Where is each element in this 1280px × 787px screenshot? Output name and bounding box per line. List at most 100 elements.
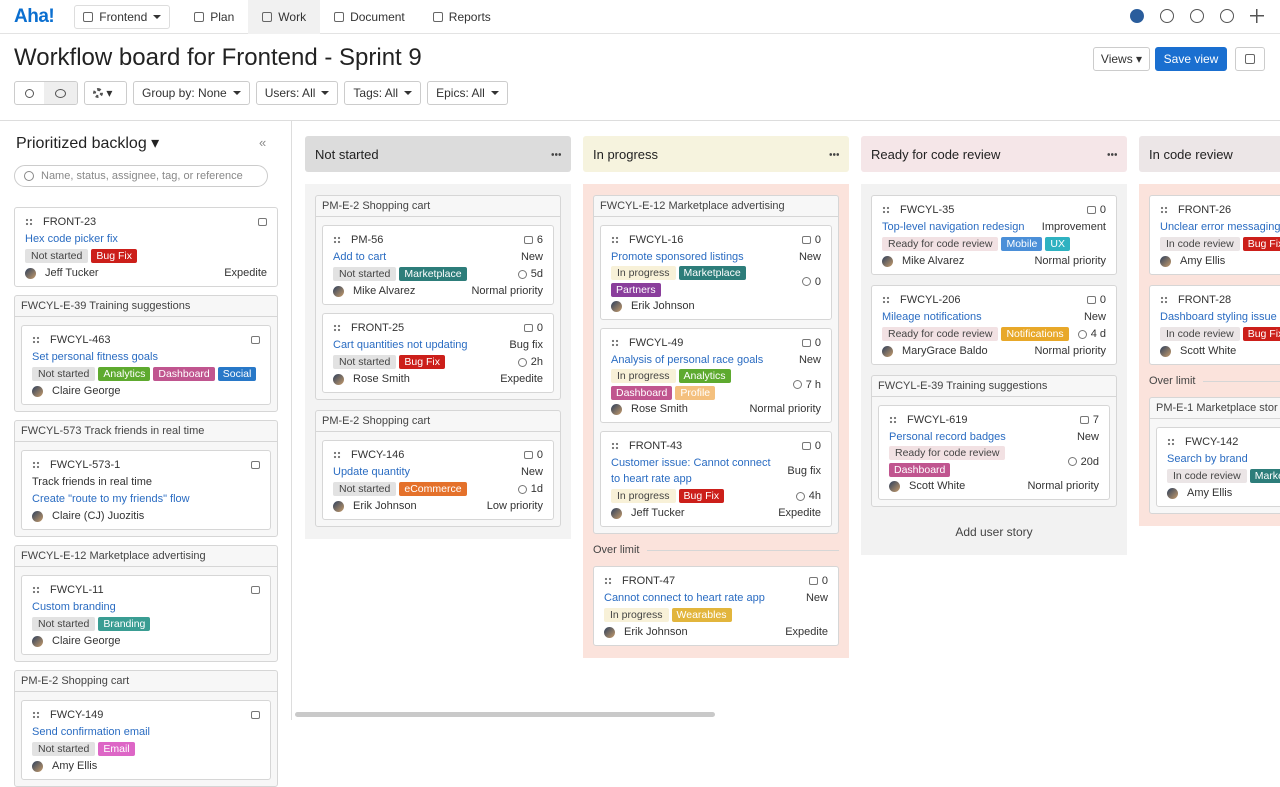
user-avatar[interactable] xyxy=(1130,9,1144,23)
card-name[interactable]: Personal record badges xyxy=(889,431,1006,443)
card-row: Not started Branding xyxy=(32,616,260,632)
card-row: Scott White Normal priority xyxy=(889,478,1099,494)
search-icon[interactable] xyxy=(1220,9,1234,23)
card-name[interactable]: Top-level navigation redesign xyxy=(882,221,1025,233)
avatar xyxy=(1160,345,1171,357)
card[interactable]: PM-56 6 Add to cart New Not started Marketpla… xyxy=(322,225,554,305)
estimate: 2h xyxy=(517,354,543,370)
column-menu[interactable] xyxy=(1107,152,1117,156)
card-name[interactable]: Analysis of personal race goals xyxy=(611,354,764,366)
priority: Expedite xyxy=(500,373,543,385)
card[interactable]: FWCYL-463 Set personal fitness goals Not s… xyxy=(21,325,271,405)
filter-dropdown[interactable]: Users: All xyxy=(255,81,339,105)
card-name[interactable]: Cart quantities not updating xyxy=(333,339,468,351)
card[interactable]: FWCYL-16 0 Promote sponsored listings New In… xyxy=(600,225,832,320)
tab-label: Reports xyxy=(448,9,491,24)
card-name[interactable]: Set personal fitness goals xyxy=(32,351,158,363)
card-name[interactable]: Unclear error messaging xyxy=(1160,221,1280,233)
comment-icon xyxy=(801,442,811,450)
card-name[interactable]: Custom branding xyxy=(32,601,116,613)
card-name[interactable]: Promote sponsored listings xyxy=(611,251,744,263)
epic-label[interactable]: FWCYL-573 Track friends in real time xyxy=(15,421,277,442)
view-toggle[interactable] xyxy=(14,81,78,105)
epic-label[interactable]: PM-E-1 Marketplace stor xyxy=(1150,398,1280,419)
card-name[interactable]: Mileage notifications xyxy=(882,311,982,323)
epic-label[interactable]: PM-E-2 Shopping cart xyxy=(316,411,560,432)
individual-toggle[interactable] xyxy=(15,82,44,104)
card[interactable]: FWCYL-619 7 Personal record badges New Ready… xyxy=(878,405,1110,500)
add-icon[interactable] xyxy=(1250,9,1264,23)
card-name[interactable]: Hex code picker fix xyxy=(25,233,118,245)
priority: Expedite xyxy=(785,626,828,638)
column-menu[interactable] xyxy=(551,152,561,156)
column-menu[interactable] xyxy=(829,152,839,156)
card[interactable]: FWCYL-35 0 Top-level navigation redesign Im… xyxy=(871,195,1117,275)
card-right: 0 xyxy=(1086,292,1106,308)
card-name[interactable]: Add to cart xyxy=(333,251,387,263)
team-toggle[interactable] xyxy=(44,82,77,104)
card[interactable]: FWCYL-573-1 Track friends in real time Cre… xyxy=(21,450,271,530)
card[interactable]: FRONT-26 Unclear error messaging In code r… xyxy=(1149,195,1280,275)
card-name[interactable]: Update quantity xyxy=(333,466,411,478)
card[interactable]: FWCY-149 Send confirmation email Not start… xyxy=(21,700,271,780)
card[interactable]: FRONT-47 0 Cannot connect to heart rate ap… xyxy=(593,566,839,646)
epic-label[interactable]: FWCYL-E-39 Training suggestions xyxy=(872,376,1116,397)
card[interactable]: FRONT-28 Dashboard styling issue In code r… xyxy=(1149,285,1280,365)
epic-label[interactable]: PM-E-2 Shopping cart xyxy=(15,671,277,692)
share-button[interactable] xyxy=(1235,47,1265,71)
status-pill: Not started xyxy=(32,617,96,631)
card-name[interactable]: Dashboard styling issue xyxy=(1160,311,1277,323)
card[interactable]: FWCY-146 0 Update quantity New Not started eC… xyxy=(322,440,554,520)
drag-handle xyxy=(333,324,341,332)
card-group: FWCYL-35 0 Top-level navigation redesign Im… xyxy=(871,195,1117,365)
card-name[interactable]: Send confirmation email xyxy=(32,726,151,738)
scrollbar[interactable] xyxy=(295,712,715,717)
tab-label: Work xyxy=(278,9,307,24)
epic-label[interactable]: PM-E-2 Shopping cart xyxy=(316,196,560,217)
card[interactable]: FWCYL-49 0 Analysis of personal race goals… xyxy=(600,328,832,423)
card-group: FRONT-23 Hex code picker fix Not started Bu… xyxy=(14,207,278,287)
card-name[interactable]: Cannot connect to heart rate app xyxy=(604,592,765,604)
epic-label[interactable]: FWCYL-E-39 Training suggestions xyxy=(15,296,277,317)
filter-dropdown[interactable]: Tags: All xyxy=(344,81,422,105)
nav-tab[interactable]: Work xyxy=(248,0,321,34)
dropdown-caret xyxy=(490,91,499,95)
nav-tab[interactable]: Plan xyxy=(180,0,248,34)
card-right: 0 xyxy=(801,335,821,351)
logo[interactable]: Aha! xyxy=(14,5,55,27)
nav-tab[interactable]: Frontend xyxy=(74,4,171,29)
card-row: FWCY-142 xyxy=(1167,434,1280,450)
views-button[interactable]: Views ▾ xyxy=(1093,47,1150,71)
settings-dropdown[interactable]: ▾ xyxy=(84,81,127,105)
drag-handle xyxy=(1160,206,1168,214)
card-row: Rose Smith Expedite xyxy=(333,371,543,387)
nav-tab[interactable]: Document xyxy=(320,0,419,34)
card[interactable]: FRONT-25 0 Cart quantities not updating Bug… xyxy=(322,313,554,393)
filter-dropdown[interactable]: Group by: None xyxy=(133,81,250,105)
column-body: PM-E-2 Shopping cart PM-56 6 Add to cart New… xyxy=(305,184,571,539)
card-name[interactable]: Customer issue: Cannot connect to heart … xyxy=(611,457,771,485)
card-name[interactable]: Search by brand xyxy=(1167,453,1248,465)
card-row: In code review Bug Fix xyxy=(1160,236,1280,252)
card-right xyxy=(251,711,260,719)
nav-tab[interactable]: Reports xyxy=(419,0,505,34)
add-user-story[interactable]: Add user story xyxy=(871,517,1117,543)
status-pill: Ready for code review xyxy=(889,446,1006,460)
card[interactable]: FWCY-142 Search by brand In code review Mar… xyxy=(1156,427,1280,507)
epic-label[interactable]: FWCYL-E-12 Marketplace advertising xyxy=(15,546,277,567)
save-view-button[interactable]: Save view xyxy=(1155,47,1227,71)
backlog-search[interactable]: Name, status, assignee, tag, or referenc… xyxy=(14,165,268,187)
card-name[interactable]: Create "route to my friends" flow xyxy=(32,493,190,505)
settings-icon[interactable] xyxy=(1160,9,1174,23)
card-row: Erik Johnson xyxy=(611,298,821,314)
help-icon[interactable] xyxy=(1190,9,1204,23)
backlog-title[interactable]: Prioritized backlog ▾ xyxy=(16,135,160,152)
card[interactable]: FWCYL-206 0 Mileage notifications New Ready … xyxy=(871,285,1117,365)
collapse-icon[interactable]: « xyxy=(259,135,267,150)
card[interactable]: FWCYL-11 Custom branding Not started Brandi… xyxy=(21,575,271,655)
card[interactable]: FRONT-23 Hex code picker fix Not started Bu… xyxy=(14,207,278,287)
epic-label[interactable]: FWCYL-E-12 Marketplace advertising xyxy=(594,196,838,217)
filter-dropdown[interactable]: Epics: All xyxy=(427,81,508,105)
card[interactable]: FRONT-43 0 Customer issue: Cannot connect … xyxy=(600,431,832,527)
status-pill: Ready for code review xyxy=(882,237,999,251)
